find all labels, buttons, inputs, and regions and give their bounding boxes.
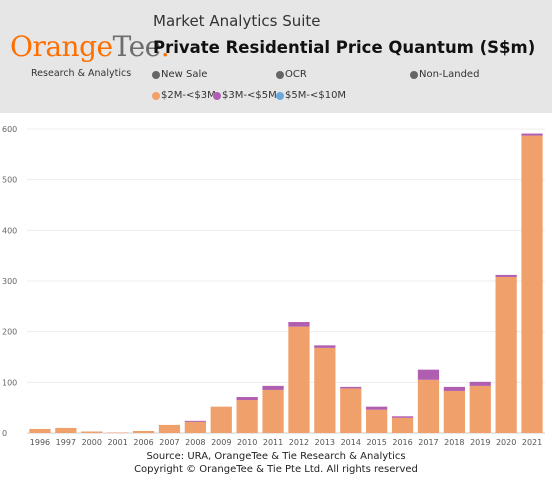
y-tick-label: 200: [2, 328, 17, 337]
bar-2007-series-0[interactable]: [158, 424, 181, 433]
filter-dot-icon: [152, 70, 160, 79]
legend-label: $2M-<$3M: [161, 90, 216, 101]
x-tick-label: 1996: [30, 438, 50, 447]
bar-2011-series-1[interactable]: [262, 385, 284, 390]
filter-dot-icon: [276, 70, 284, 79]
bar-2013-series-0[interactable]: [314, 347, 336, 433]
bar-2015-series-1[interactable]: [366, 406, 388, 410]
x-tick-label: 2016: [392, 438, 412, 447]
bar-1996-series-0[interactable]: [29, 428, 51, 433]
y-tick-label: 400: [2, 226, 17, 235]
bar-2015-series-0[interactable]: [366, 409, 388, 433]
logo-part-tee: Tee: [112, 30, 162, 63]
y-tick-label: 600: [2, 125, 17, 134]
legend-label: $5M-<$10M: [285, 90, 347, 101]
bar-2011-series-0[interactable]: [262, 389, 284, 433]
source-note: Source: URA, OrangeTee & Tie Research & …: [146, 451, 406, 462]
x-tick-label: 2019: [470, 438, 490, 447]
legend-dot-icon: [152, 91, 160, 100]
x-tick-label: 2017: [418, 438, 438, 447]
x-tick-label: 2009: [211, 438, 231, 447]
bar-2008-series-0[interactable]: [184, 421, 206, 433]
bar-2010-series-1[interactable]: [236, 397, 258, 401]
legend-item-3m-5m[interactable]: $3M-<$5M: [213, 90, 277, 101]
logo-dot: .: [160, 30, 170, 63]
filter-label: OCR: [285, 69, 307, 80]
bar-2019-series-1[interactable]: [469, 381, 491, 386]
bar-2020-series-0[interactable]: [495, 276, 517, 433]
bar-2006-series-0[interactable]: [132, 430, 155, 433]
x-tick-label: 2011: [263, 438, 283, 447]
x-tick-label: 2001: [107, 438, 127, 447]
filter-new-sale[interactable]: New Sale: [152, 69, 207, 80]
bar-2009-series-0[interactable]: [210, 406, 232, 433]
bar-2001-series-0[interactable]: [107, 432, 129, 433]
x-tick-label: 2020: [496, 438, 516, 447]
logo-wordmark: OrangeTee.: [10, 30, 170, 63]
bar-chart: 0 100 200 300 400 500 600 1996 1997 2000 2001 2006 2…: [2, 125, 545, 447]
bar-2020-series-1[interactable]: [495, 274, 517, 277]
filter-non-landed[interactable]: Non-Landed: [410, 69, 479, 80]
bar-2016-series-1[interactable]: [391, 416, 414, 418]
x-tick-label: 2006: [133, 438, 153, 447]
report-header: Market Analytics Suite OrangeTee. Resear…: [0, 0, 552, 113]
x-tick-label: 2007: [159, 438, 179, 447]
y-tick-label: 100: [2, 378, 17, 387]
bar-2014-series-0[interactable]: [340, 388, 362, 433]
x-tick-label: 2013: [315, 438, 335, 447]
legend-label: $3M-<$5M: [222, 90, 277, 101]
x-tick-label: 2000: [82, 438, 102, 447]
bar-2013-series-1[interactable]: [314, 345, 336, 348]
bar-2021-series-1[interactable]: [521, 133, 543, 136]
bar-2019-series-0[interactable]: [469, 385, 491, 433]
orangetee-logo: OrangeTee. Research & Analytics: [10, 30, 170, 80]
bar-2008-series-1[interactable]: [184, 420, 206, 422]
filter-label: New Sale: [161, 69, 208, 80]
bar-2018-series-0[interactable]: [443, 390, 465, 433]
legend-item-5m-10m[interactable]: $5M-<$10M: [276, 90, 346, 101]
bar-2016-series-0[interactable]: [391, 417, 414, 433]
suite-title: Market Analytics Suite: [153, 12, 321, 30]
chart-area: 0 100 200 300 400 500 600 1996 1997 2000 2001 2006 2…: [0, 113, 552, 453]
x-tick-label: 2014: [341, 438, 361, 447]
x-tick-label: 2010: [237, 438, 257, 447]
y-tick-label: 500: [2, 176, 17, 185]
filter-ocr[interactable]: OCR: [276, 69, 307, 80]
filter-dot-icon: [410, 70, 418, 79]
bar-2021-series-0[interactable]: [521, 135, 543, 433]
bar-1997-series-0[interactable]: [55, 427, 77, 433]
bar-2018-series-1[interactable]: [443, 386, 465, 391]
y-tick-label: 300: [2, 277, 17, 286]
x-tick-label: 1997: [56, 438, 76, 447]
bar-2010-series-0[interactable]: [236, 400, 258, 433]
chart-title: Private Residential Price Quantum (S$m): [153, 38, 536, 57]
bar-2000-series-0[interactable]: [81, 431, 103, 433]
bar-2012-series-0[interactable]: [288, 326, 310, 433]
bar-2012-series-1[interactable]: [288, 322, 310, 327]
filter-label: Non-Landed: [419, 69, 480, 80]
copyright-note: Copyright © OrangeTee & Tie Pte Ltd. All…: [134, 464, 418, 475]
logo-subtitle: Research & Analytics: [31, 68, 132, 79]
legend-dot-icon: [213, 91, 221, 100]
x-tick-label: 2015: [366, 438, 386, 447]
legend-item-2m-3m[interactable]: $2M-<$3M: [152, 90, 216, 101]
bar-2017-series-1[interactable]: [417, 369, 440, 380]
logo-part-orange: Orange: [10, 30, 113, 63]
x-tick-label: 2018: [444, 438, 464, 447]
y-tick-label: 0: [2, 429, 7, 438]
x-tick-label: 2008: [185, 438, 205, 447]
bar-2017-series-0[interactable]: [417, 379, 440, 433]
bar-2014-series-1[interactable]: [340, 386, 362, 389]
legend-dot-icon: [276, 91, 284, 100]
x-tick-label: 2012: [289, 438, 309, 447]
x-tick-label: 2021: [522, 438, 542, 447]
